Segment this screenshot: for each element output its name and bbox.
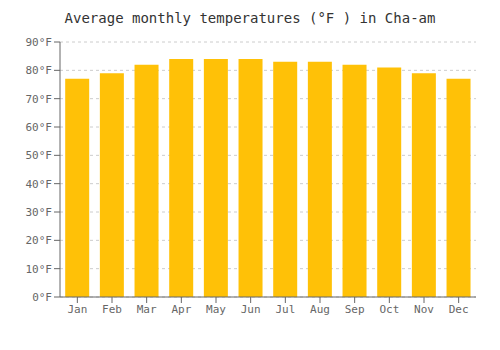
svg-text:Jan: Jan <box>67 303 87 316</box>
svg-text:80°F: 80°F <box>26 64 53 77</box>
svg-text:Jul: Jul <box>275 303 295 316</box>
svg-text:Mar: Mar <box>137 303 157 316</box>
svg-text:Apr: Apr <box>171 303 191 316</box>
svg-text:10°F: 10°F <box>26 263 53 276</box>
svg-text:Dec: Dec <box>449 303 469 316</box>
svg-text:20°F: 20°F <box>26 234 53 247</box>
svg-text:May: May <box>206 303 226 316</box>
svg-text:Sep: Sep <box>345 303 365 316</box>
svg-text:50°F: 50°F <box>26 149 53 162</box>
svg-text:60°F: 60°F <box>26 121 53 134</box>
svg-text:90°F: 90°F <box>26 36 53 49</box>
svg-text:Oct: Oct <box>379 303 399 316</box>
svg-text:30°F: 30°F <box>26 206 53 219</box>
svg-text:Jun: Jun <box>241 303 261 316</box>
svg-text:Aug: Aug <box>310 303 330 316</box>
svg-text:70°F: 70°F <box>26 93 53 106</box>
svg-text:Feb: Feb <box>102 303 122 316</box>
svg-text:40°F: 40°F <box>26 178 53 191</box>
html-text:Average monthly temperatures (: Average monthly temperatures (°F ) in Ch… <box>64 10 436 26</box>
svg-text:Nov: Nov <box>414 303 434 316</box>
svg-text:0°F: 0°F <box>32 291 52 304</box>
